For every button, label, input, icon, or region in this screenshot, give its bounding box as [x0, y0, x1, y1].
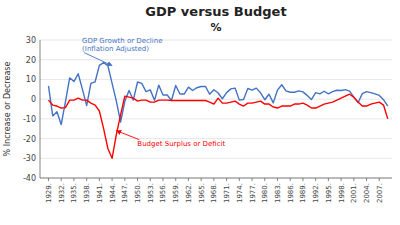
y-tick-label: -10 [23, 115, 36, 124]
x-axis-line [40, 178, 392, 179]
annotation-arrow [116, 131, 139, 140]
series-line [48, 63, 387, 125]
x-tick [99, 178, 100, 181]
x-tick [213, 178, 214, 181]
x-axis: 1929. 1932. 1935. 1938. 1941. 1944. 1947. 1950.… [45, 178, 384, 203]
grid-line [40, 79, 392, 80]
x-tick-label: 1995. [325, 183, 333, 203]
x-tick-label: 1947. [121, 183, 129, 203]
x-tick [277, 178, 278, 181]
x-tick-label: 1944. [109, 183, 117, 203]
y-tick-label: -20 [23, 135, 36, 144]
x-tick-label: 1986. [287, 183, 295, 203]
x-tick-label: 1941. [96, 183, 104, 203]
grid-line [40, 59, 392, 60]
chart: GDP versus Budget% -40 -30 -20 -10 0 10 20 30 % I… [0, 0, 400, 225]
y-tick-label: -40 [23, 174, 36, 183]
x-tick-label: 1968. [210, 183, 218, 203]
y-tick-label: 10 [26, 75, 36, 84]
x-tick [264, 178, 265, 181]
y-tick-label: 20 [26, 56, 36, 65]
x-tick [137, 178, 138, 181]
x-tick [162, 178, 163, 181]
x-tick [239, 178, 240, 181]
x-tick [328, 178, 329, 181]
x-tick [61, 178, 62, 181]
x-tick [315, 178, 316, 181]
x-tick-label: 1956. [159, 183, 167, 203]
title: GDP versus Budget [145, 4, 286, 19]
y-tick-label: 30 [26, 36, 36, 45]
x-tick [188, 178, 189, 181]
x-tick [86, 178, 87, 181]
x-tick-label: 1959. [172, 183, 180, 203]
x-tick [48, 178, 49, 181]
x-tick-label: 1983. [274, 183, 282, 203]
annotation: GDP Growth or Decline(Inflation Adjusted… [82, 37, 162, 66]
plot-area [48, 63, 387, 159]
annotation: Budget Surplus or Deficit [116, 131, 225, 148]
x-tick [252, 178, 253, 181]
x-tick [150, 178, 151, 181]
x-tick [290, 178, 291, 181]
grid-line [40, 158, 392, 159]
x-tick [73, 178, 74, 181]
x-tick-label: 1935. [70, 183, 78, 203]
series-line [48, 94, 387, 158]
x-tick [353, 178, 354, 181]
x-tick-label: 2007. [376, 183, 384, 203]
x-tick [124, 178, 125, 181]
x-tick [226, 178, 227, 181]
x-tick [341, 178, 342, 181]
x-tick [112, 178, 113, 181]
grid-line [40, 178, 392, 179]
x-tick-label: 1989. [299, 183, 307, 203]
x-tick-label: 1974. [236, 183, 244, 203]
x-tick [379, 178, 380, 181]
x-tick [366, 178, 367, 181]
x-tick-label: 1938. [83, 183, 91, 203]
x-tick-label: 1980. [261, 183, 269, 203]
x-tick [302, 178, 303, 181]
y-tick-label: 0 [31, 95, 36, 104]
annotation-arrow [84, 53, 112, 66]
x-tick [175, 178, 176, 181]
x-tick-label: 1965. [198, 183, 206, 203]
subtitle: % [210, 21, 221, 34]
grid-line [40, 118, 392, 119]
x-tick-label: 1950. [134, 183, 142, 203]
annotation-text: (Inflation Adjusted) [82, 45, 149, 53]
x-tick-label: 2001. [350, 183, 358, 203]
x-tick-label: 1992. [312, 183, 320, 203]
x-tick-label: 1929. [45, 183, 53, 203]
x-tick-label: 1971. [223, 183, 231, 203]
y-axis-label: % Increase or Decrease [3, 62, 12, 157]
x-tick [201, 178, 202, 181]
x-tick-label: 1932. [58, 183, 66, 203]
x-tick-label: 1998. [338, 183, 346, 203]
x-tick-label: 1962. [185, 183, 193, 203]
annotation-text: Budget Surplus or Deficit [137, 140, 225, 148]
x-tick-label: 1953. [147, 183, 155, 203]
y-axis: -40 -30 -20 -10 0 10 20 30 [23, 36, 392, 183]
y-tick-label: -30 [23, 154, 36, 163]
annotation-text: GDP Growth or Decline [82, 37, 162, 45]
x-tick-label: 1977. [249, 183, 257, 203]
y-axis-line [40, 40, 41, 178]
x-tick-label: 2004. [363, 183, 371, 203]
